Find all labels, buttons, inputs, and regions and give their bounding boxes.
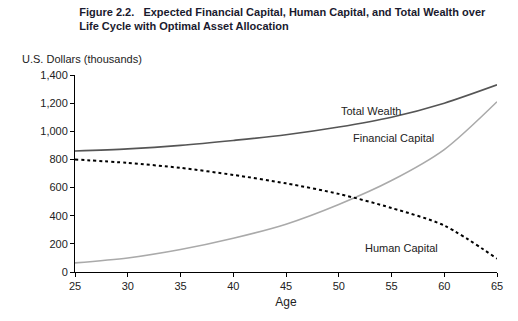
svg-text:55: 55 (385, 280, 397, 292)
svg-text:0: 0 (62, 266, 68, 278)
svg-text:45: 45 (280, 280, 292, 292)
svg-text:200: 200 (49, 238, 67, 250)
svg-text:50: 50 (333, 280, 345, 292)
svg-text:25: 25 (69, 280, 81, 292)
svg-text:800: 800 (49, 153, 67, 165)
svg-text:60: 60 (438, 280, 450, 292)
svg-text:U.S. Dollars (thousands): U.S. Dollars (thousands) (22, 53, 142, 65)
svg-text:65: 65 (491, 280, 503, 292)
svg-text:600: 600 (49, 181, 67, 193)
svg-text:Human Capital: Human Capital (365, 242, 438, 254)
svg-text:Figure 2.2. Expected Financi: Figure 2.2. Expected Financial Capital, … (79, 6, 486, 32)
svg-text:Financial Capital: Financial Capital (353, 132, 434, 144)
svg-text:40: 40 (227, 280, 239, 292)
svg-text:30: 30 (122, 280, 134, 292)
svg-text:1,200: 1,200 (40, 97, 68, 109)
svg-text:Total Wealth: Total Wealth (341, 105, 401, 117)
svg-text:Age: Age (275, 295, 297, 309)
svg-text:1,400: 1,400 (40, 69, 68, 81)
svg-text:35: 35 (174, 280, 186, 292)
svg-text:400: 400 (49, 210, 67, 222)
svg-text:1,000: 1,000 (40, 125, 68, 137)
